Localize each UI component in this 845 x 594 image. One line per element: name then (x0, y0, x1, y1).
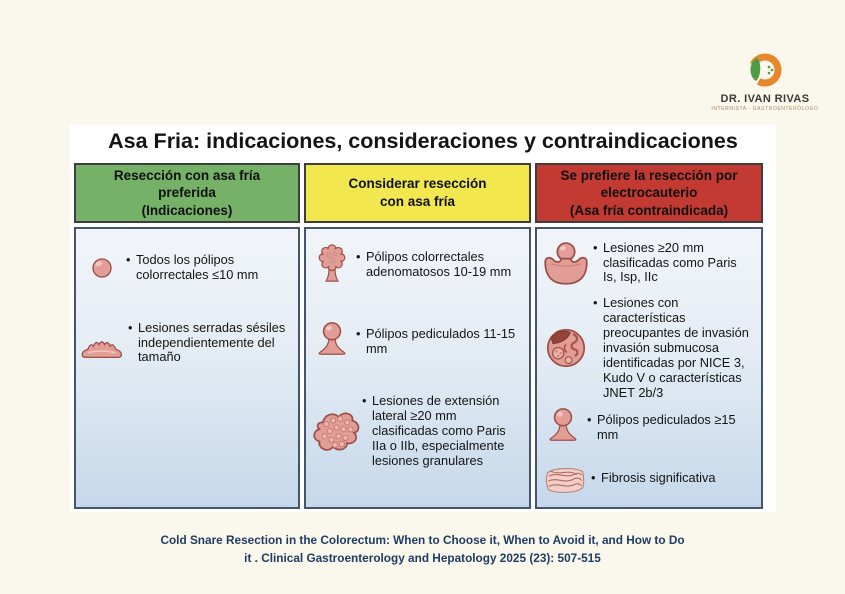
logo-name: DR. IVAN RIVAS (720, 93, 810, 105)
citation-text: Cold Snare Resection in the Colorectum: … (160, 533, 685, 566)
item-text: Lesiones serradas sésiles independientem… (127, 320, 293, 366)
list-item: Lesiones ≥20 mm clasificadas como Paris … (540, 236, 756, 290)
list-item: Pólipos colorrectales adenomatosos 10-19… (309, 238, 524, 292)
list-item: Todos los pólipos colorrectales ≤10 mm (79, 246, 293, 290)
list-item: Fibrosis significativa (540, 457, 756, 501)
logo: DR. IVAN RIVAS INTERNISTA - GASTROENTERÓ… (697, 50, 833, 112)
pedunculated-polyp-icon (540, 403, 586, 453)
column-content-green: Todos los pólipos colorrectales ≤10 mm L… (74, 227, 300, 509)
column-header-red: Se prefiere la resección por electrocaut… (535, 163, 763, 223)
item-text: Lesiones con características preocupante… (592, 295, 756, 401)
column-content-yellow: Pólipos colorrectales adenomatosos 10-19… (304, 227, 531, 509)
column-header-yellow: Considerar resección con asa fría (304, 163, 531, 223)
list-item: Pólipos pediculados 11-15 mm (309, 316, 524, 368)
list-item: Lesiones con características preocupante… (540, 295, 756, 401)
column-contraindicated: Se prefiere la resección por electrocaut… (535, 163, 763, 509)
column-content-red: Lesiones ≥20 mm clasificadas como Paris … (535, 227, 763, 509)
column-consider: Considerar resección con asa fría (304, 163, 531, 509)
list-item: Lesiones serradas sésiles independientem… (79, 318, 293, 368)
round-polyp-icon (79, 246, 125, 290)
item-text: Pólipos pediculados 11-15 mm (355, 326, 524, 357)
column-indications: Resección con asa fría preferida (Indica… (74, 163, 300, 509)
page-title: Asa Fria: indicaciones, consideraciones … (108, 129, 738, 153)
fibrosis-icon (540, 457, 590, 501)
serrated-sessile-lesion-icon (79, 318, 127, 368)
item-text: Lesiones de extensión lateral ≥20 mm cla… (361, 393, 524, 469)
item-text: Todos los pólipos colorrectales ≤10 mm (125, 252, 293, 283)
column-header-green: Resección con asa fría preferida (Indica… (74, 163, 300, 223)
submucosal-invasion-icon (540, 322, 592, 374)
item-text: Pólipos pediculados ≥15 mm (586, 412, 756, 443)
adenomatous-polyp-icon (309, 238, 355, 292)
list-item: Lesiones de extensión lateral ≥20 mm cla… (309, 393, 524, 469)
pedunculated-polyp-icon (309, 316, 355, 368)
lateral-spreading-lesion-icon (309, 403, 361, 459)
sessile-lesion-icon (540, 236, 592, 290)
item-text: Pólipos colorrectales adenomatosos 10-19… (355, 249, 524, 280)
stomach-logo-icon (748, 53, 782, 87)
item-text: Fibrosis significativa (590, 470, 756, 486)
logo-subtitle: INTERNISTA - GASTROENTERÓLOGO (711, 106, 819, 112)
list-item: Pólipos pediculados ≥15 mm (540, 403, 756, 453)
item-text: Lesiones ≥20 mm clasificadas como Paris … (592, 240, 756, 286)
